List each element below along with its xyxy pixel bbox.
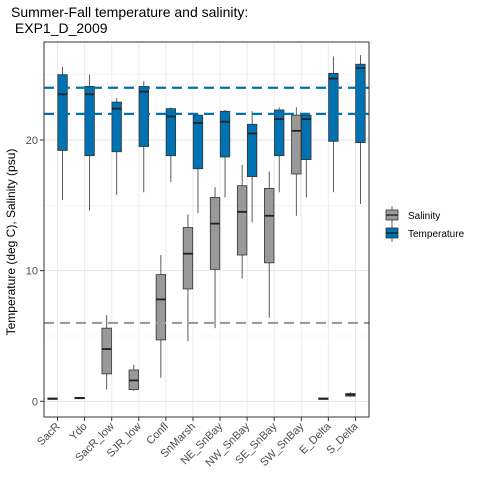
box-temperature-ne_snbay (219, 109, 231, 198)
reference-lines (44, 86, 369, 325)
box-salinity-se_snbay (264, 171, 275, 318)
box-iqr (182, 227, 194, 290)
box-temperature-sacr (57, 66, 68, 201)
box-salinity-e_delta (318, 397, 329, 400)
box-salinity-sw_snbay (291, 107, 302, 216)
box-iqr (219, 110, 231, 158)
box-layer (47, 55, 366, 400)
box-iqr (236, 185, 248, 256)
box-salinity-confl (155, 254, 167, 378)
box-salinity-nw_snbay (236, 164, 248, 279)
legend-label: Salinity (408, 211, 440, 222)
y-axis-title: Temperature (deg C), Salinity (psu) (4, 149, 18, 336)
box-iqr (301, 114, 312, 160)
x-tick-label: SacR (35, 421, 63, 449)
box-iqr (246, 123, 258, 177)
box-salinity-sacr_low (101, 315, 112, 390)
plot-panel (44, 42, 369, 417)
box-iqr (138, 86, 149, 147)
y-tick-label: 20 (26, 135, 38, 147)
box-iqr (291, 114, 302, 175)
box-salinity-ne_snbay (209, 187, 221, 329)
box-salinity-ydo (74, 397, 85, 400)
box-iqr (328, 72, 339, 142)
box-temperature-sw_snbay (301, 112, 312, 198)
box-iqr (111, 101, 122, 153)
box-salinity-s_delta (345, 392, 356, 397)
box-temperature-ydo (84, 74, 95, 211)
legend-item-salinity: Salinity (385, 206, 440, 224)
x-tick-label: S_Delta (324, 420, 361, 457)
box-temperature-e_delta (328, 56, 339, 193)
box-iqr (355, 63, 366, 144)
box-temperature-sacr_low (111, 98, 122, 195)
chart-title-line-1: Summer-Fall temperature and salinity: (11, 4, 248, 20)
box-iqr (165, 108, 177, 157)
legend-label: Temperature (408, 229, 465, 240)
y-tick-label: 0 (32, 396, 38, 408)
box-salinity-sjr_low (128, 364, 139, 391)
box-iqr (57, 74, 68, 151)
x-tick-label: Ydo (67, 421, 89, 443)
box-iqr (155, 274, 167, 341)
box-temperature-confl (165, 107, 177, 182)
box-temperature-nw_snbay (246, 111, 258, 223)
box-temperature-s_delta (355, 55, 366, 205)
box-salinity-snmarsh (182, 214, 194, 342)
box-iqr (192, 114, 204, 170)
box-salinity-sacr (47, 397, 58, 400)
legend: Salinity Temperature (385, 206, 465, 242)
box-iqr (101, 327, 112, 375)
box-iqr (274, 109, 285, 157)
box-temperature-sjr_low (138, 81, 149, 193)
box-temperature-se_snbay (274, 107, 285, 193)
plot-border (43, 41, 370, 418)
legend-item-temperature: Temperature (385, 224, 465, 242)
y-axis: 0 10 20 (26, 135, 44, 408)
box-iqr (84, 86, 95, 157)
minor-gridlines (44, 74, 369, 337)
y-tick-label: 10 (26, 266, 38, 278)
box-iqr (264, 187, 275, 264)
box-iqr (209, 197, 221, 270)
chart-title-line-2: EXP1_D_2009 (11, 20, 108, 36)
